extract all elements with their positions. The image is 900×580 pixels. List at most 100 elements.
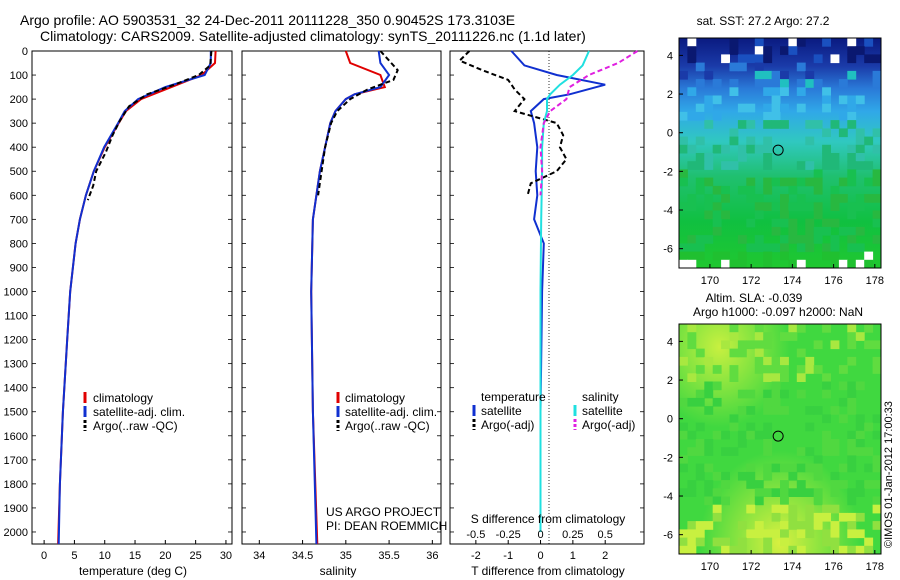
map-cell [754, 235, 764, 244]
legend-climatology-label: climatology [93, 391, 153, 405]
map-cell [847, 144, 857, 154]
map-cell [780, 521, 789, 530]
map-cell [788, 46, 798, 55]
map-cell [847, 103, 857, 113]
map-cell [855, 194, 865, 203]
map-cell [687, 202, 697, 211]
map-cell [704, 521, 714, 530]
map-cell [771, 87, 781, 96]
map-cell [796, 38, 806, 47]
map-cell [754, 340, 764, 350]
map-cell [847, 356, 857, 366]
map-cell [729, 161, 739, 170]
map-cell [746, 340, 756, 350]
map-cell [780, 504, 789, 514]
map-x-tick-label: 178 [866, 275, 884, 287]
map-cell [737, 545, 747, 555]
map-cell [788, 463, 798, 473]
map-cell [805, 406, 815, 415]
map-cell [864, 422, 874, 432]
map-cell [796, 324, 806, 333]
map-cell [679, 70, 688, 80]
map-cell [712, 381, 722, 391]
map-cell [721, 537, 730, 547]
map-cell [687, 324, 697, 333]
map-cell [788, 218, 798, 228]
map-cell [780, 251, 789, 261]
map-y-tick-label: 0 [667, 128, 673, 140]
map-cell [695, 529, 705, 539]
map-cell [687, 161, 697, 170]
depth-tick-label: 1400 [4, 383, 28, 395]
map-cell [737, 103, 747, 113]
map-cell [830, 447, 840, 456]
map-cell [695, 471, 705, 481]
map-cell [872, 70, 882, 80]
depth-tick-label: 800 [10, 238, 28, 250]
map-cell [872, 365, 882, 374]
depth-tick-label: 1200 [4, 335, 28, 347]
map-cell [763, 251, 773, 261]
map-cell [838, 194, 848, 203]
series-s-satellite [539, 50, 590, 532]
map-cell [695, 161, 705, 170]
map-cell [855, 128, 865, 138]
map-cell [872, 128, 882, 138]
salinity-xlabel: salinity [320, 564, 357, 578]
map-cell [872, 218, 882, 228]
map-cell [771, 79, 781, 88]
sla-map-frame [678, 323, 882, 555]
map-cell [763, 87, 773, 96]
map-cell [754, 496, 764, 506]
map-cell [822, 243, 831, 253]
map-cell [805, 447, 815, 456]
map-cell [864, 545, 874, 555]
sst-map [678, 37, 882, 269]
series-satellite-adj-clim [310, 50, 391, 545]
difference-panel-frame [449, 50, 645, 545]
map-cell [813, 471, 823, 481]
map-cell [796, 365, 806, 374]
map-cell [746, 120, 756, 129]
map-cell [855, 512, 865, 522]
map-cell [822, 128, 831, 138]
map-cell [830, 488, 840, 497]
map-cell [712, 218, 722, 228]
map-cell [737, 537, 747, 547]
map-cell [695, 389, 705, 399]
map-cell [830, 251, 840, 261]
map-cell [712, 79, 722, 88]
map-cell [754, 194, 764, 203]
map-cell [805, 177, 815, 187]
map-cell [679, 169, 688, 179]
map-y-tick-label: -2 [663, 452, 673, 464]
map-cell [805, 218, 815, 228]
map-cell [679, 422, 688, 432]
map-cell [855, 332, 865, 341]
series-layer [57, 50, 639, 545]
temperature-legend: climatology satellite-adj. clim. Argo(..… [83, 391, 185, 433]
map-cell [687, 259, 697, 269]
map-cell [847, 512, 857, 522]
map-cell [695, 439, 705, 448]
map-cell [855, 529, 865, 539]
legend-s-argo-label: Argo(-adj) [582, 418, 635, 432]
map-cell [679, 111, 688, 121]
map-cell [847, 54, 857, 64]
map-cell [771, 373, 781, 382]
map-cell [805, 529, 815, 539]
map-cell [704, 496, 714, 506]
map-cell [805, 79, 815, 88]
map-cell [687, 447, 697, 456]
map-cell [813, 340, 823, 350]
map-cell [763, 46, 773, 55]
map-cell [763, 537, 773, 547]
difference-xlabel: T difference from climatology [471, 564, 625, 578]
map-cell [805, 512, 815, 522]
map-cell [864, 136, 874, 146]
map-cell [813, 54, 823, 64]
map-cell [721, 545, 730, 555]
map-cell [796, 87, 806, 96]
map-cell [721, 340, 730, 350]
map-cell [763, 529, 773, 539]
